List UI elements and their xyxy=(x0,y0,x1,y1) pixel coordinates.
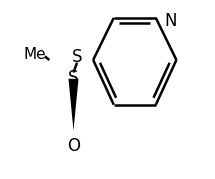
Polygon shape xyxy=(69,79,78,131)
Text: O: O xyxy=(67,137,80,155)
Text: Me: Me xyxy=(24,47,46,62)
Text: S: S xyxy=(72,48,82,66)
Text: S: S xyxy=(68,69,79,87)
Text: N: N xyxy=(165,13,177,30)
